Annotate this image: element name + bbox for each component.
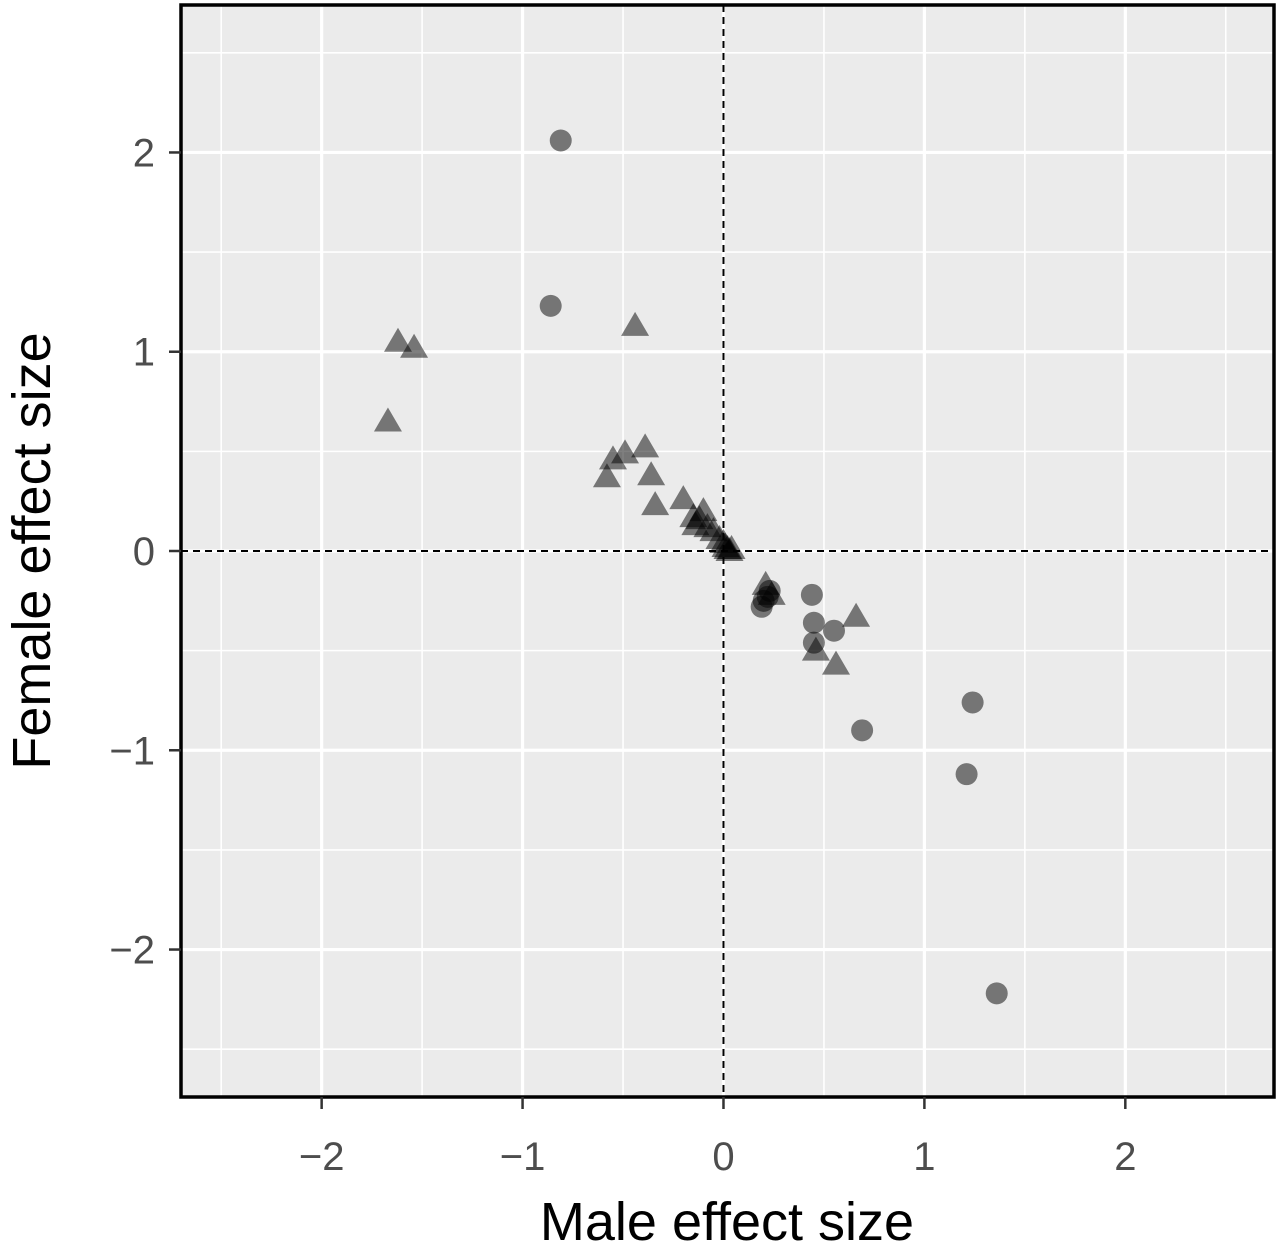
data-point-triangle xyxy=(621,311,650,336)
data-point-triangle xyxy=(641,491,670,516)
x-tick-label: −1 xyxy=(500,1135,546,1179)
data-point-circle xyxy=(539,294,562,317)
data-point-circle xyxy=(961,691,984,714)
data-point-triangle xyxy=(801,636,830,661)
data-point-triangle xyxy=(669,485,698,510)
y-axis-ticks: −2 −1 0 1 2 xyxy=(109,131,181,973)
data-point-circle xyxy=(549,129,572,152)
x-axis-title: Male effect size xyxy=(540,1192,914,1252)
data-point-triangle xyxy=(637,461,666,486)
data-point-circle xyxy=(985,982,1008,1005)
data-points xyxy=(373,129,1008,1005)
data-point-triangle xyxy=(383,327,412,352)
x-tick-label: 2 xyxy=(1114,1135,1136,1179)
y-tick-label: 0 xyxy=(133,530,155,574)
data-point-triangle xyxy=(631,433,660,458)
y-tick-label: −2 xyxy=(109,929,155,973)
y-tick-label: −1 xyxy=(109,729,155,773)
data-point-triangle xyxy=(592,463,621,488)
x-axis-ticks: −2 −1 0 1 2 xyxy=(299,1097,1136,1179)
y-tick-label: 1 xyxy=(133,331,155,375)
data-point-circle xyxy=(955,763,978,786)
data-point-triangle xyxy=(821,650,850,675)
data-point-triangle xyxy=(717,535,746,559)
y-axis-title: Female effect size xyxy=(2,332,62,769)
data-point-triangle xyxy=(373,407,402,432)
x-tick-label: 1 xyxy=(913,1135,935,1179)
y-tick-label: 2 xyxy=(133,131,155,175)
x-tick-label: 0 xyxy=(712,1135,734,1179)
data-point-circle xyxy=(802,611,825,634)
data-point-circle xyxy=(800,583,823,606)
data-point-circle xyxy=(822,619,845,642)
data-point-triangle xyxy=(842,602,871,627)
data-point-triangle xyxy=(400,333,429,358)
data-point-triangle xyxy=(757,580,786,605)
data-point-circle xyxy=(851,719,874,742)
x-tick-label: −2 xyxy=(299,1135,345,1179)
